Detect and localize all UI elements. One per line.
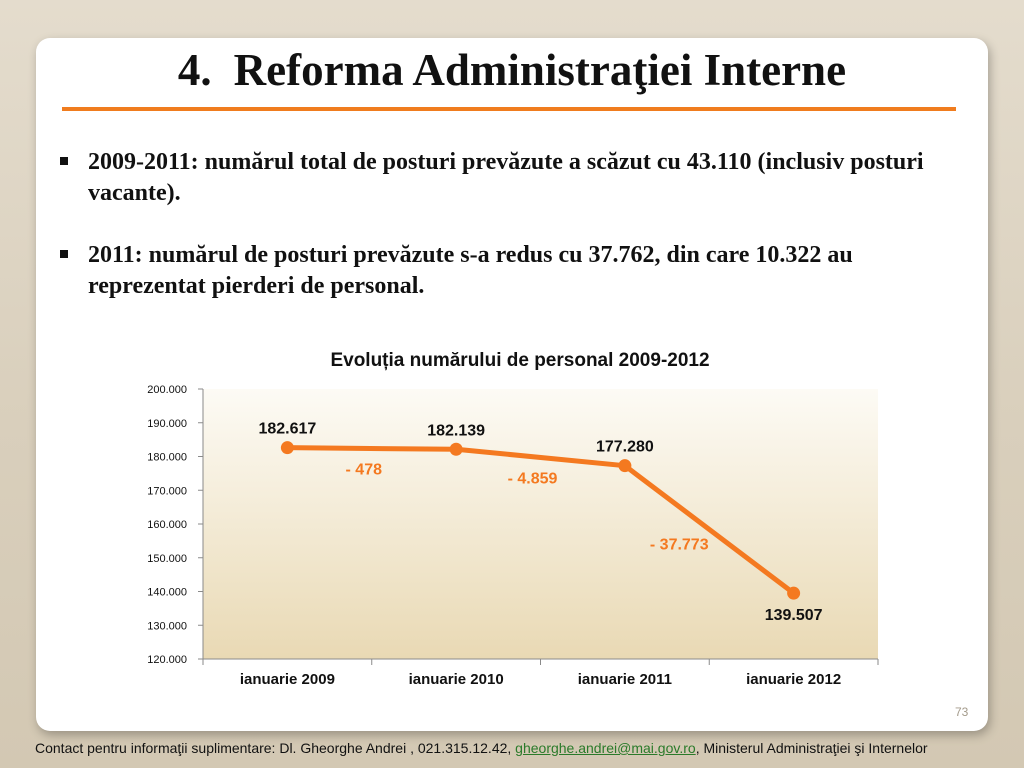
change-annotation: - 37.773 [650,536,709,553]
data-label: 182.139 [427,422,485,439]
plot-area [203,389,878,659]
page-number: 73 [955,705,969,719]
data-label: 182.617 [258,421,316,438]
data-label: 139.507 [765,607,823,624]
y-tick-label: 140.000 [147,587,187,599]
bullet-square-icon [60,157,68,165]
y-tick-label: 190.000 [147,418,187,430]
series-line [284,445,797,596]
slide-title: 4. Reforma Administraţiei Interne [0,44,1024,96]
data-point [787,586,801,600]
x-tick-label: ianuarie 2011 [578,671,672,688]
footer-email-link[interactable]: gheorghe.andrei@mai.gov.ro [515,740,696,756]
bullet-square-icon [60,250,68,258]
y-tick-label: 180.000 [147,452,187,464]
bullet-text-2: 2011: numărul de posturi prevăzute s-a r… [88,242,853,299]
y-tick-label: 160.000 [147,519,187,531]
bullet-text-1: 2009-2011: numărul total de posturi prev… [88,149,924,206]
y-tick-label: 200.000 [147,384,187,396]
bullet-item-2: 2011: numărul de posturi prevăzute s-a r… [60,240,970,302]
bullet-item-1: 2009-2011: numărul total de posturi prev… [60,147,970,209]
y-tick-label: 120.000 [147,654,187,666]
y-tick-label: 150.000 [147,553,187,565]
title-number: 4. [177,45,212,95]
data-point [280,441,294,455]
x-tick-label: ianuarie 2012 [746,671,841,688]
footer-prefix: Contact pentru informaţii suplimentare: … [35,740,516,756]
title-text: Reforma Administraţiei Interne [233,45,847,95]
change-annotation: - 478 [346,461,383,478]
chart-title: Evoluția numărului de personal 2009-2012 [330,350,710,371]
change-annotation: - 4.859 [508,470,558,487]
data-point [618,459,632,473]
footer-suffix: , Ministerul Administraţiei şi Internelo… [695,740,928,756]
x-tick-label: ianuarie 2010 [409,671,504,688]
data-label: 177.280 [596,439,654,456]
footer-contact: Contact pentru informaţii suplimentare: … [35,740,928,756]
y-tick-label: 170.000 [147,485,187,497]
x-tick-label: ianuarie 2009 [240,671,335,688]
data-point [449,442,463,456]
title-underline [62,107,956,111]
y-tick-label: 130.000 [147,620,187,632]
